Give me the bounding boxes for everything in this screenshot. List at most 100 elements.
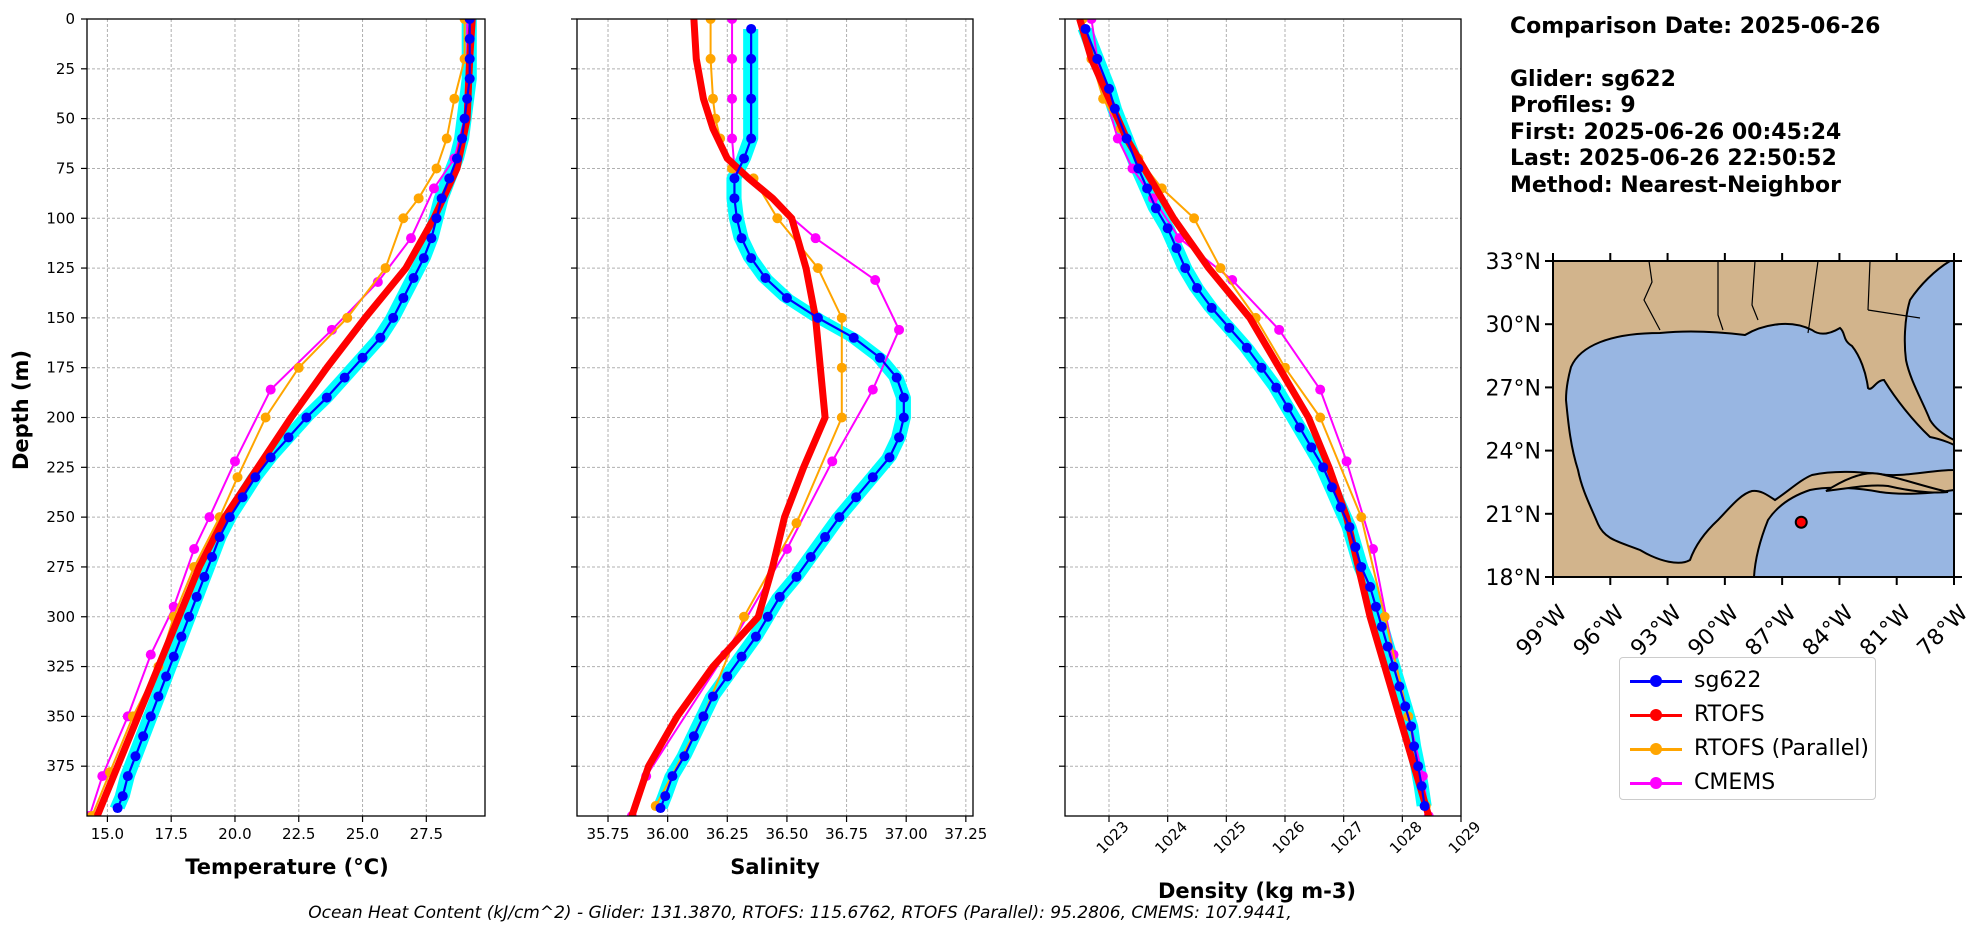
data-point xyxy=(727,133,738,144)
data-point xyxy=(117,791,128,802)
x-axis-label-salinity: Salinity xyxy=(730,855,820,879)
data-point xyxy=(729,173,740,184)
data-point xyxy=(1192,282,1202,293)
state-borders xyxy=(1643,261,1921,334)
data-point xyxy=(155,663,162,670)
data-point xyxy=(122,771,133,782)
data-point xyxy=(1368,544,1378,555)
legend-marker-rtofs-parallel xyxy=(1650,743,1662,755)
data-point xyxy=(762,611,773,622)
lat-tick-label: 18°N xyxy=(1486,566,1541,591)
data-point xyxy=(898,392,909,403)
x-tick-label: 1029 xyxy=(1445,818,1485,858)
data-point xyxy=(339,372,350,383)
data-point xyxy=(788,215,795,222)
x-tick-label: 36.50 xyxy=(765,825,808,843)
data-point xyxy=(1370,601,1381,612)
data-point xyxy=(1344,522,1355,533)
lon-tick-label: 99°W xyxy=(1512,600,1573,661)
y-tick-label: 125 xyxy=(46,259,75,277)
data-point xyxy=(161,671,172,682)
data-point xyxy=(431,163,442,174)
data-point xyxy=(1205,265,1212,272)
data-point xyxy=(812,263,823,274)
axes-frame xyxy=(1064,18,1462,817)
data-point xyxy=(94,813,101,816)
x-axis-label-temperature: Temperature (°C) xyxy=(185,855,388,879)
data-point xyxy=(709,125,716,132)
data-point xyxy=(1150,203,1161,214)
data-point xyxy=(444,173,455,184)
data-point xyxy=(464,33,475,44)
data-point xyxy=(727,19,738,24)
density-panel: 1023 1024 1025 1026 1027 1028 1029 xyxy=(1059,18,1485,858)
data-point xyxy=(265,384,276,395)
gulf-of-mexico-water xyxy=(1564,322,1954,564)
data-point xyxy=(1104,83,1114,94)
data-point xyxy=(380,263,391,274)
data-point xyxy=(781,514,788,521)
data-point xyxy=(232,472,243,483)
data-point xyxy=(660,791,671,802)
data-point xyxy=(746,253,757,264)
x-tick-label: 1025 xyxy=(1210,818,1250,858)
data-point xyxy=(1271,382,1282,393)
data-point xyxy=(1142,183,1153,194)
y-tick-label: 225 xyxy=(46,458,75,476)
data-point xyxy=(464,53,475,64)
data-point xyxy=(628,813,635,816)
data-point xyxy=(1306,442,1317,453)
data-point xyxy=(388,312,399,323)
data-point xyxy=(408,273,419,284)
map-frame xyxy=(1552,260,1955,578)
data-point xyxy=(1315,412,1326,423)
data-point xyxy=(1133,163,1144,174)
x-axis-label-density: Density (kg m-3) xyxy=(1158,879,1356,903)
data-point xyxy=(731,213,742,224)
glider-profile-band xyxy=(660,28,911,810)
data-point xyxy=(431,213,442,224)
axes-frame xyxy=(576,18,974,817)
data-point xyxy=(362,314,369,321)
data-point xyxy=(175,613,182,620)
x-tick-label: 27.5 xyxy=(410,825,443,843)
data-point xyxy=(196,563,203,570)
data-point xyxy=(655,803,666,814)
data-point xyxy=(727,93,738,104)
profile-count: Profiles: 9 xyxy=(1510,93,1636,118)
data-point xyxy=(145,649,156,660)
data-point xyxy=(1394,681,1405,692)
data-point xyxy=(250,472,261,483)
data-point xyxy=(746,53,757,64)
data-point xyxy=(1406,721,1417,732)
data-point xyxy=(738,611,749,622)
data-point xyxy=(1274,324,1285,335)
data-point xyxy=(1419,801,1430,812)
data-point xyxy=(1305,414,1312,421)
data-point xyxy=(436,193,447,204)
data-point xyxy=(237,492,248,503)
data-point xyxy=(293,362,304,373)
data-point xyxy=(1246,314,1253,321)
data-point xyxy=(803,265,810,272)
data-point xyxy=(398,213,409,224)
y-tick-label: 325 xyxy=(46,658,75,676)
legend-label-rtofs: RTOFS xyxy=(1694,702,1765,727)
data-point xyxy=(745,175,752,182)
data-point xyxy=(805,551,816,562)
data-point xyxy=(750,631,761,642)
data-point xyxy=(724,155,731,162)
data-point xyxy=(402,265,409,272)
y-tick-label: 250 xyxy=(46,508,75,526)
x-tick-label: 36.00 xyxy=(646,825,689,843)
data-point xyxy=(224,512,235,523)
gulf-map: 33°N 30°N 27°N 24°N 21°N 18°N 99°W96°W93°W90°W… xyxy=(1486,250,1974,661)
data-point xyxy=(1109,103,1120,114)
y-tick-label: 275 xyxy=(46,558,75,576)
first-time: First: 2025-06-26 00:45:24 xyxy=(1510,119,1842,145)
data-point xyxy=(736,651,747,662)
lon-tick-label: 87°W xyxy=(1741,600,1802,661)
data-point xyxy=(827,456,838,467)
data-point xyxy=(457,133,468,144)
